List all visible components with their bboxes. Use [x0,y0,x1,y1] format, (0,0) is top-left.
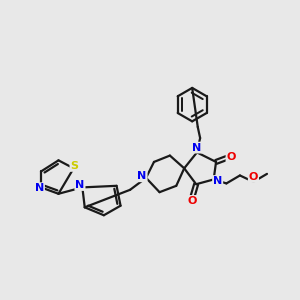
Text: N: N [137,171,147,181]
Text: O: O [226,152,236,162]
Text: O: O [249,172,258,182]
Text: O: O [188,196,197,206]
Text: N: N [35,183,44,193]
Text: N: N [75,180,85,190]
Text: S: S [70,161,78,171]
Text: N: N [213,176,222,186]
Text: N: N [192,142,202,153]
